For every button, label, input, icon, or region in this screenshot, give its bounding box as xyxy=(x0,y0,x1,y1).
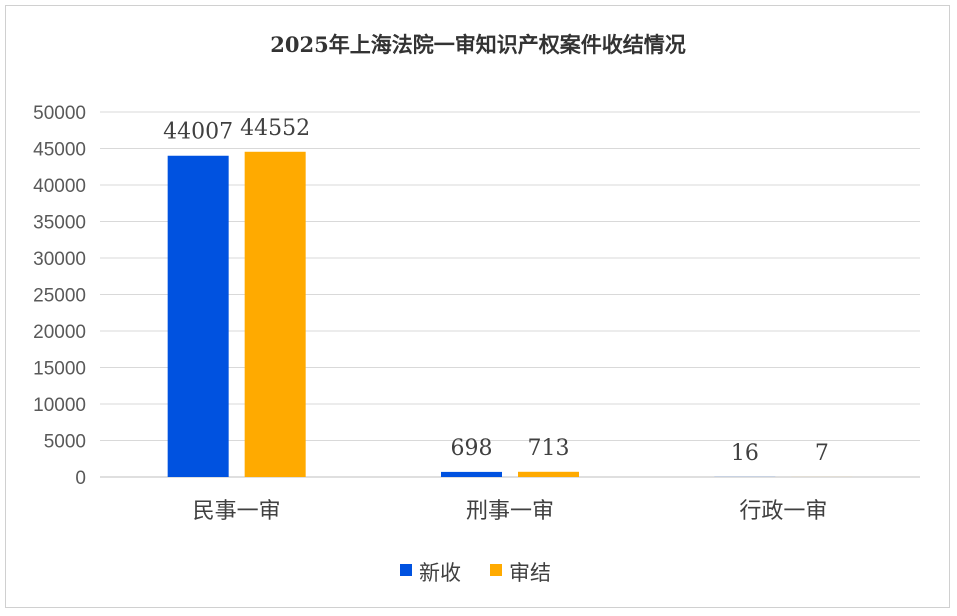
data-label: 698 xyxy=(451,436,493,461)
y-axis-ticks: 0 5000 10000 15000 20000 25000 30000 35000 40000… xyxy=(33,103,86,489)
x-axis-categories: 民事一审 刑事一审 行政一审 xyxy=(193,499,828,524)
y-tick-label: 25000 xyxy=(33,286,86,307)
x-category-label: 民事一审 xyxy=(193,499,281,524)
legend: 新收 审结 xyxy=(400,561,551,585)
x-category-label: 行政一审 xyxy=(739,499,827,524)
y-tick-label: 40000 xyxy=(33,176,86,197)
legend-swatch xyxy=(490,564,502,576)
data-label: 16 xyxy=(731,441,759,466)
y-tick-label: 15000 xyxy=(33,359,86,380)
y-tick-label: 10000 xyxy=(33,395,86,416)
chart-frame xyxy=(5,5,950,608)
data-label: 44007 xyxy=(163,120,233,145)
legend-swatch xyxy=(400,564,412,576)
y-tick-label: 20000 xyxy=(33,322,86,343)
y-tick-label: 45000 xyxy=(33,140,86,161)
y-tick-label: 5000 xyxy=(44,432,86,453)
bar-0-1 xyxy=(244,151,306,478)
bar-0-0 xyxy=(167,155,229,477)
legend-label: 审结 xyxy=(509,561,551,585)
y-tick-label: 0 xyxy=(75,468,86,489)
data-labels: 44007 44552 698 713 16 7 xyxy=(163,116,829,466)
bar-1-1 xyxy=(518,471,579,477)
x-category-label: 刑事一审 xyxy=(466,499,554,524)
chart-title: 2025年上海法院一审知识产权案件收结情况 xyxy=(270,32,685,57)
y-tick-label: 35000 xyxy=(33,213,86,234)
bars xyxy=(167,151,853,478)
y-tick-label: 50000 xyxy=(33,103,86,124)
gridlines xyxy=(100,111,920,478)
bar-1-0 xyxy=(441,471,502,477)
legend-label: 新收 xyxy=(419,561,461,585)
data-label: 44552 xyxy=(240,116,310,141)
data-label: 713 xyxy=(528,436,570,461)
y-tick-label: 30000 xyxy=(33,249,86,270)
data-label: 7 xyxy=(815,441,829,466)
